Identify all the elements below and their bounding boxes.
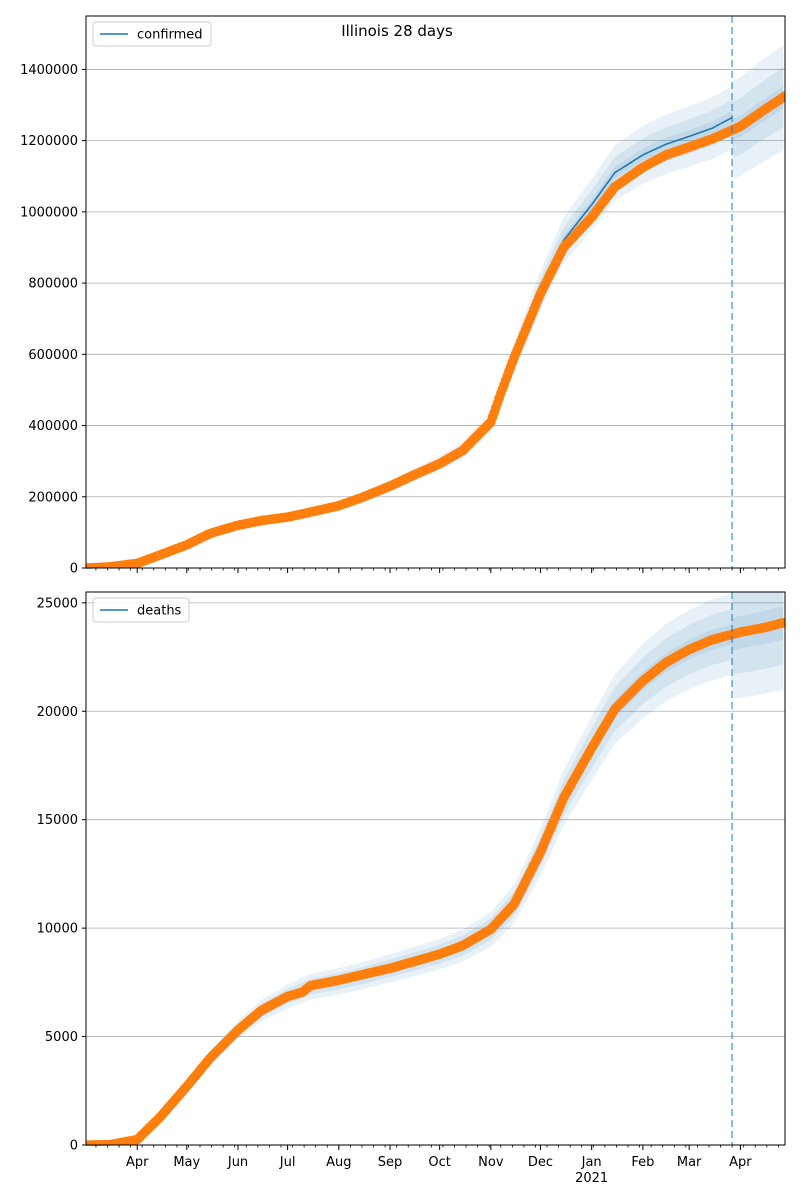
y-tick-label: 200000 (28, 490, 78, 505)
legend-label: deaths (137, 604, 182, 619)
x-tick-label: Apr (729, 1155, 752, 1170)
x-tick-sublabel: 2021 (575, 1171, 608, 1186)
axes-frame (85, 591, 786, 1146)
observed-point (780, 91, 785, 101)
x-tick-label: Aug (326, 1155, 351, 1170)
y-tick-label: 400000 (28, 419, 78, 434)
observed-points (86, 91, 785, 568)
y-tick-label: 20000 (37, 705, 78, 720)
uncertainty-band (86, 44, 784, 568)
y-tick-label: 1200000 (20, 134, 78, 149)
y-tick-label: 600000 (28, 348, 78, 363)
x-tick-label: Mar (677, 1155, 702, 1170)
x-tick-label: Jul (279, 1155, 296, 1170)
axes-frame (85, 15, 786, 569)
x-tick-label: Jun (227, 1155, 248, 1170)
uncertainty-bands (86, 592, 784, 1145)
legend-label: confirmed (137, 28, 203, 43)
panel-1: 0 5000 10000 15000 20000 25000 Apr May Jun Jul Aug… (37, 591, 786, 1186)
chart-title: Illinois 28 days (341, 22, 453, 40)
y-tick-label: 0 (70, 1139, 78, 1154)
uncertainty-band (86, 592, 784, 1145)
legend: deaths (92, 597, 190, 623)
x-tick-label: Sep (378, 1155, 403, 1170)
legend: confirmed (92, 21, 212, 47)
x-tick-label: Oct (428, 1155, 450, 1170)
y-tick-label: 0 (70, 562, 78, 577)
observed-point (780, 617, 785, 628)
x-tick-label: Dec (528, 1155, 553, 1170)
y-tick-label: 1400000 (20, 63, 78, 78)
x-tick-label: Jan (581, 1155, 602, 1170)
x-tick-label: Feb (631, 1155, 654, 1170)
x-tick-label: Apr (126, 1155, 149, 1170)
y-tick-label: 5000 (45, 1030, 78, 1045)
uncertainty-bands (86, 44, 784, 568)
y-tick-label: 10000 (37, 922, 78, 937)
legend-box (92, 597, 190, 623)
panel-0: 0 200000 400000 600000 800000 1000000 1200000 1… (20, 15, 786, 577)
legend-box (92, 21, 212, 47)
y-tick-label: 1000000 (20, 205, 78, 220)
x-tick-label: May (173, 1155, 200, 1170)
y-tick-label: 800000 (28, 277, 78, 292)
x-tick-label: Nov (478, 1155, 504, 1170)
y-tick-label: 25000 (37, 596, 78, 611)
y-tick-label: 15000 (37, 813, 78, 828)
observed-points (86, 617, 785, 1145)
